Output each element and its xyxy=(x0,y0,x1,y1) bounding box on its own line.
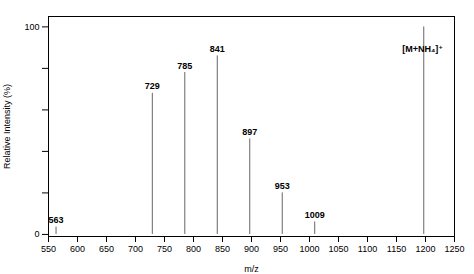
svg-text:1250: 1250 xyxy=(444,244,464,254)
svg-text:1000: 1000 xyxy=(299,244,319,254)
svg-text:1150: 1150 xyxy=(387,244,406,254)
svg-text:950: 950 xyxy=(273,244,288,254)
svg-text:800: 800 xyxy=(186,244,201,254)
svg-text:550: 550 xyxy=(41,244,56,254)
svg-text:897: 897 xyxy=(242,127,257,137)
svg-text:1050: 1050 xyxy=(328,244,348,254)
svg-text:100: 100 xyxy=(24,22,39,32)
svg-text:1100: 1100 xyxy=(358,244,377,254)
svg-text:[M+NH₄]⁺: [M+NH₄]⁺ xyxy=(402,44,443,54)
svg-text:841: 841 xyxy=(210,44,225,54)
svg-text:650: 650 xyxy=(99,244,114,254)
svg-text:729: 729 xyxy=(145,81,160,91)
svg-text:900: 900 xyxy=(244,244,259,254)
svg-text:850: 850 xyxy=(215,244,230,254)
svg-text:563: 563 xyxy=(49,215,64,225)
svg-text:600: 600 xyxy=(70,244,85,254)
svg-text:1200: 1200 xyxy=(415,244,435,254)
svg-text:Relative Intensity (%): Relative Intensity (%) xyxy=(2,84,12,169)
svg-text:953: 953 xyxy=(275,181,290,191)
svg-text:1009: 1009 xyxy=(305,210,325,220)
svg-text:0: 0 xyxy=(34,229,39,239)
svg-text:785: 785 xyxy=(177,61,192,71)
svg-text:750: 750 xyxy=(157,244,172,254)
svg-text:m/z: m/z xyxy=(244,264,259,274)
svg-text:700: 700 xyxy=(128,244,143,254)
